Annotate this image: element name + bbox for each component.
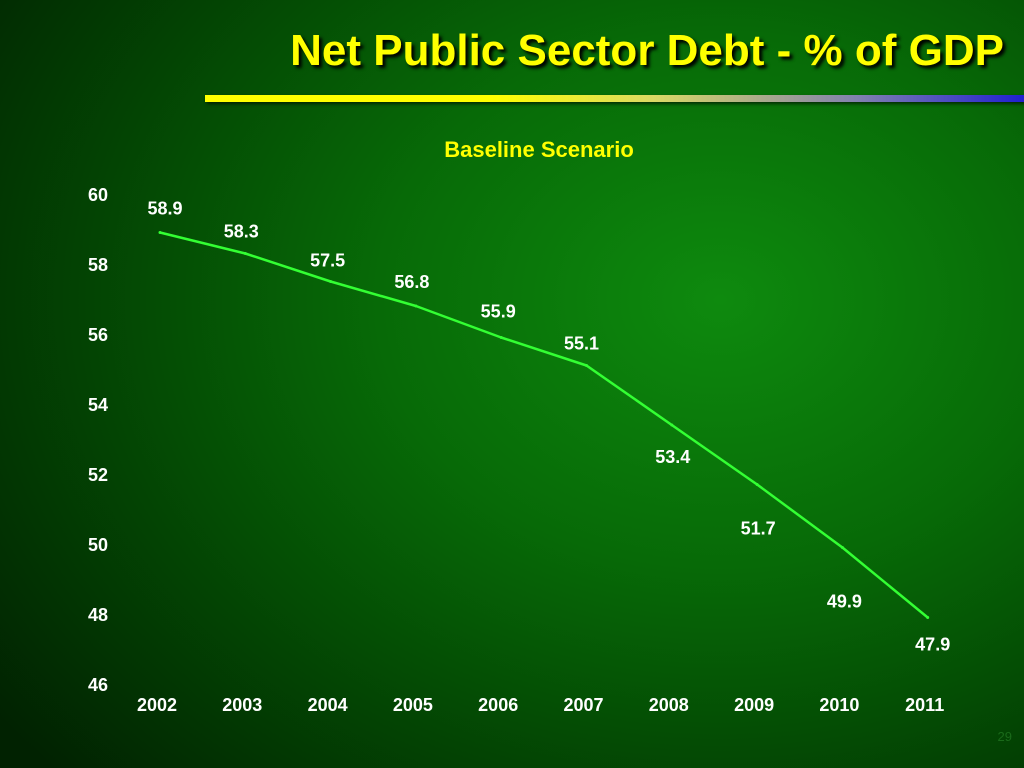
y-tick-label: 52: [88, 465, 108, 485]
y-tick-label: 54: [88, 395, 108, 415]
title-underline: [205, 95, 1024, 102]
page-number: 29: [997, 729, 1012, 744]
data-label: 56.8: [394, 272, 429, 292]
data-label: 49.9: [827, 592, 862, 612]
data-point: [755, 483, 759, 486]
y-tick-label: 58: [88, 255, 108, 275]
data-point: [670, 423, 674, 427]
data-label: 55.9: [481, 302, 516, 322]
x-tick-label: 2011: [905, 695, 944, 715]
x-tick-label: 2010: [819, 695, 859, 715]
y-tick-label: 60: [88, 185, 108, 205]
slide-title: Net Public Sector Debt - % of GDP: [290, 26, 1004, 75]
x-tick-label: 2002: [137, 695, 177, 715]
data-label: 57.5: [310, 251, 345, 271]
y-tick-label: 50: [88, 535, 108, 555]
data-point: [329, 280, 333, 283]
data-point: [585, 364, 588, 367]
data-point: [414, 304, 418, 308]
data-label: 58.3: [224, 222, 259, 242]
x-tick-label: 2005: [393, 695, 433, 715]
x-tick-label: 2003: [222, 695, 262, 715]
y-tick-label: 46: [88, 675, 108, 695]
data-point: [158, 231, 162, 234]
x-tick-label: 2004: [308, 695, 348, 715]
data-label: 55.1: [564, 334, 599, 354]
data-label: 47.9: [915, 635, 950, 655]
x-tick-label: 2006: [478, 695, 518, 715]
data-point: [243, 252, 247, 255]
x-tick-label: 2008: [649, 695, 689, 715]
x-tick-label: 2007: [563, 695, 603, 715]
x-tick-label: 2009: [734, 695, 774, 715]
series-layer: [158, 231, 930, 619]
y-tick-label: 48: [88, 605, 108, 625]
data-point: [499, 336, 503, 339]
data-point: [840, 546, 844, 549]
data-label: 58.9: [147, 199, 182, 219]
y-tick-label: 56: [88, 325, 108, 345]
x-axis: 2002 2003 2004 2005 2006 2007 2008 2009 2010 2011: [137, 695, 944, 715]
data-labels: 58.9 58.3 57.5 56.8 55.9 55.1 53.4 51.7 49.9 47.9: [147, 199, 950, 655]
data-point: [926, 616, 930, 619]
series-line: [159, 231, 929, 619]
y-axis: 46 48 50 52 54 56 58 60: [88, 185, 108, 695]
data-label: 51.7: [741, 519, 776, 539]
data-label: 53.4: [655, 447, 690, 467]
chart-subtitle: Baseline Scenario: [444, 137, 634, 162]
